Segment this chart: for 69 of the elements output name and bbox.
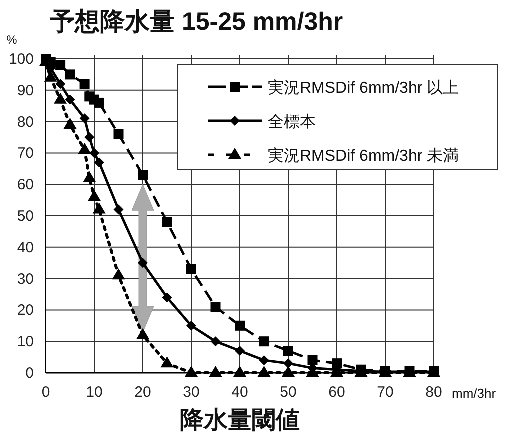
point — [80, 79, 90, 90]
point — [114, 129, 124, 140]
point — [235, 320, 245, 331]
point — [162, 217, 172, 228]
y-tick-label: 40 — [17, 239, 34, 256]
y-tick-label: 70 — [17, 145, 34, 162]
point — [186, 320, 196, 331]
point — [84, 132, 95, 142]
x-tick-label: 30 — [183, 384, 200, 401]
point — [209, 366, 222, 377]
y-tick-label: 30 — [17, 270, 34, 288]
point — [92, 202, 106, 214]
point — [282, 366, 295, 377]
point — [64, 118, 77, 129]
chart-title: 予想降水量 15-25 mm/3hr — [49, 8, 344, 36]
text: mm/3hr — [452, 386, 497, 401]
point — [138, 170, 148, 180]
x-tick-label: 50 — [280, 384, 297, 401]
point — [54, 92, 68, 104]
y-tick-label: 50 — [17, 208, 34, 225]
point — [94, 98, 104, 108]
point — [83, 171, 96, 182]
point — [160, 356, 174, 368]
y-tick-label: 80 — [17, 114, 34, 131]
point — [90, 148, 100, 158]
point — [65, 70, 76, 80]
point — [56, 60, 66, 70]
point — [44, 70, 58, 82]
point — [114, 204, 124, 215]
point — [65, 94, 76, 105]
point — [94, 158, 104, 168]
point — [210, 336, 221, 347]
point — [88, 190, 101, 202]
point — [259, 355, 270, 366]
x-axis-title: 降水量閾値 — [180, 407, 300, 434]
x-tick-label: 20 — [134, 384, 152, 401]
legend-label: 実況RMSDif 6mm/3hr 未満 — [268, 147, 460, 165]
point — [284, 358, 294, 369]
point — [78, 143, 92, 154]
point — [308, 355, 318, 366]
y-tick-label: 90 — [17, 82, 34, 100]
point — [136, 328, 150, 340]
point — [185, 366, 198, 377]
point — [56, 79, 66, 90]
y-tick-label: 10 — [17, 334, 34, 351]
x-tick-label: 10 — [86, 384, 103, 401]
x-tick-label: 80 — [426, 384, 442, 401]
y-axis-title: % — [6, 33, 18, 47]
y-tick-label: 60 — [17, 176, 34, 194]
legend-label: 全標本 — [268, 113, 316, 131]
point — [138, 258, 148, 268]
x-tick-label: 60 — [328, 384, 346, 401]
point — [210, 302, 221, 312]
y-tick-label: 0 — [26, 365, 34, 382]
point — [284, 346, 294, 356]
y-tick-label: 20 — [17, 302, 34, 320]
x-tick-label: 70 — [377, 384, 394, 401]
point — [234, 366, 246, 377]
point — [258, 366, 271, 377]
y-tick-label: 100 — [8, 51, 34, 68]
point — [235, 346, 245, 356]
point — [162, 292, 172, 303]
point — [80, 114, 90, 124]
point — [112, 268, 126, 280]
x-tick-label: 0 — [42, 384, 50, 401]
legend-label: 実況RMSDif 6mm/3hr 以上 — [268, 79, 460, 97]
point — [186, 264, 196, 274]
point — [259, 336, 270, 347]
x-tick-label: 40 — [232, 384, 248, 401]
